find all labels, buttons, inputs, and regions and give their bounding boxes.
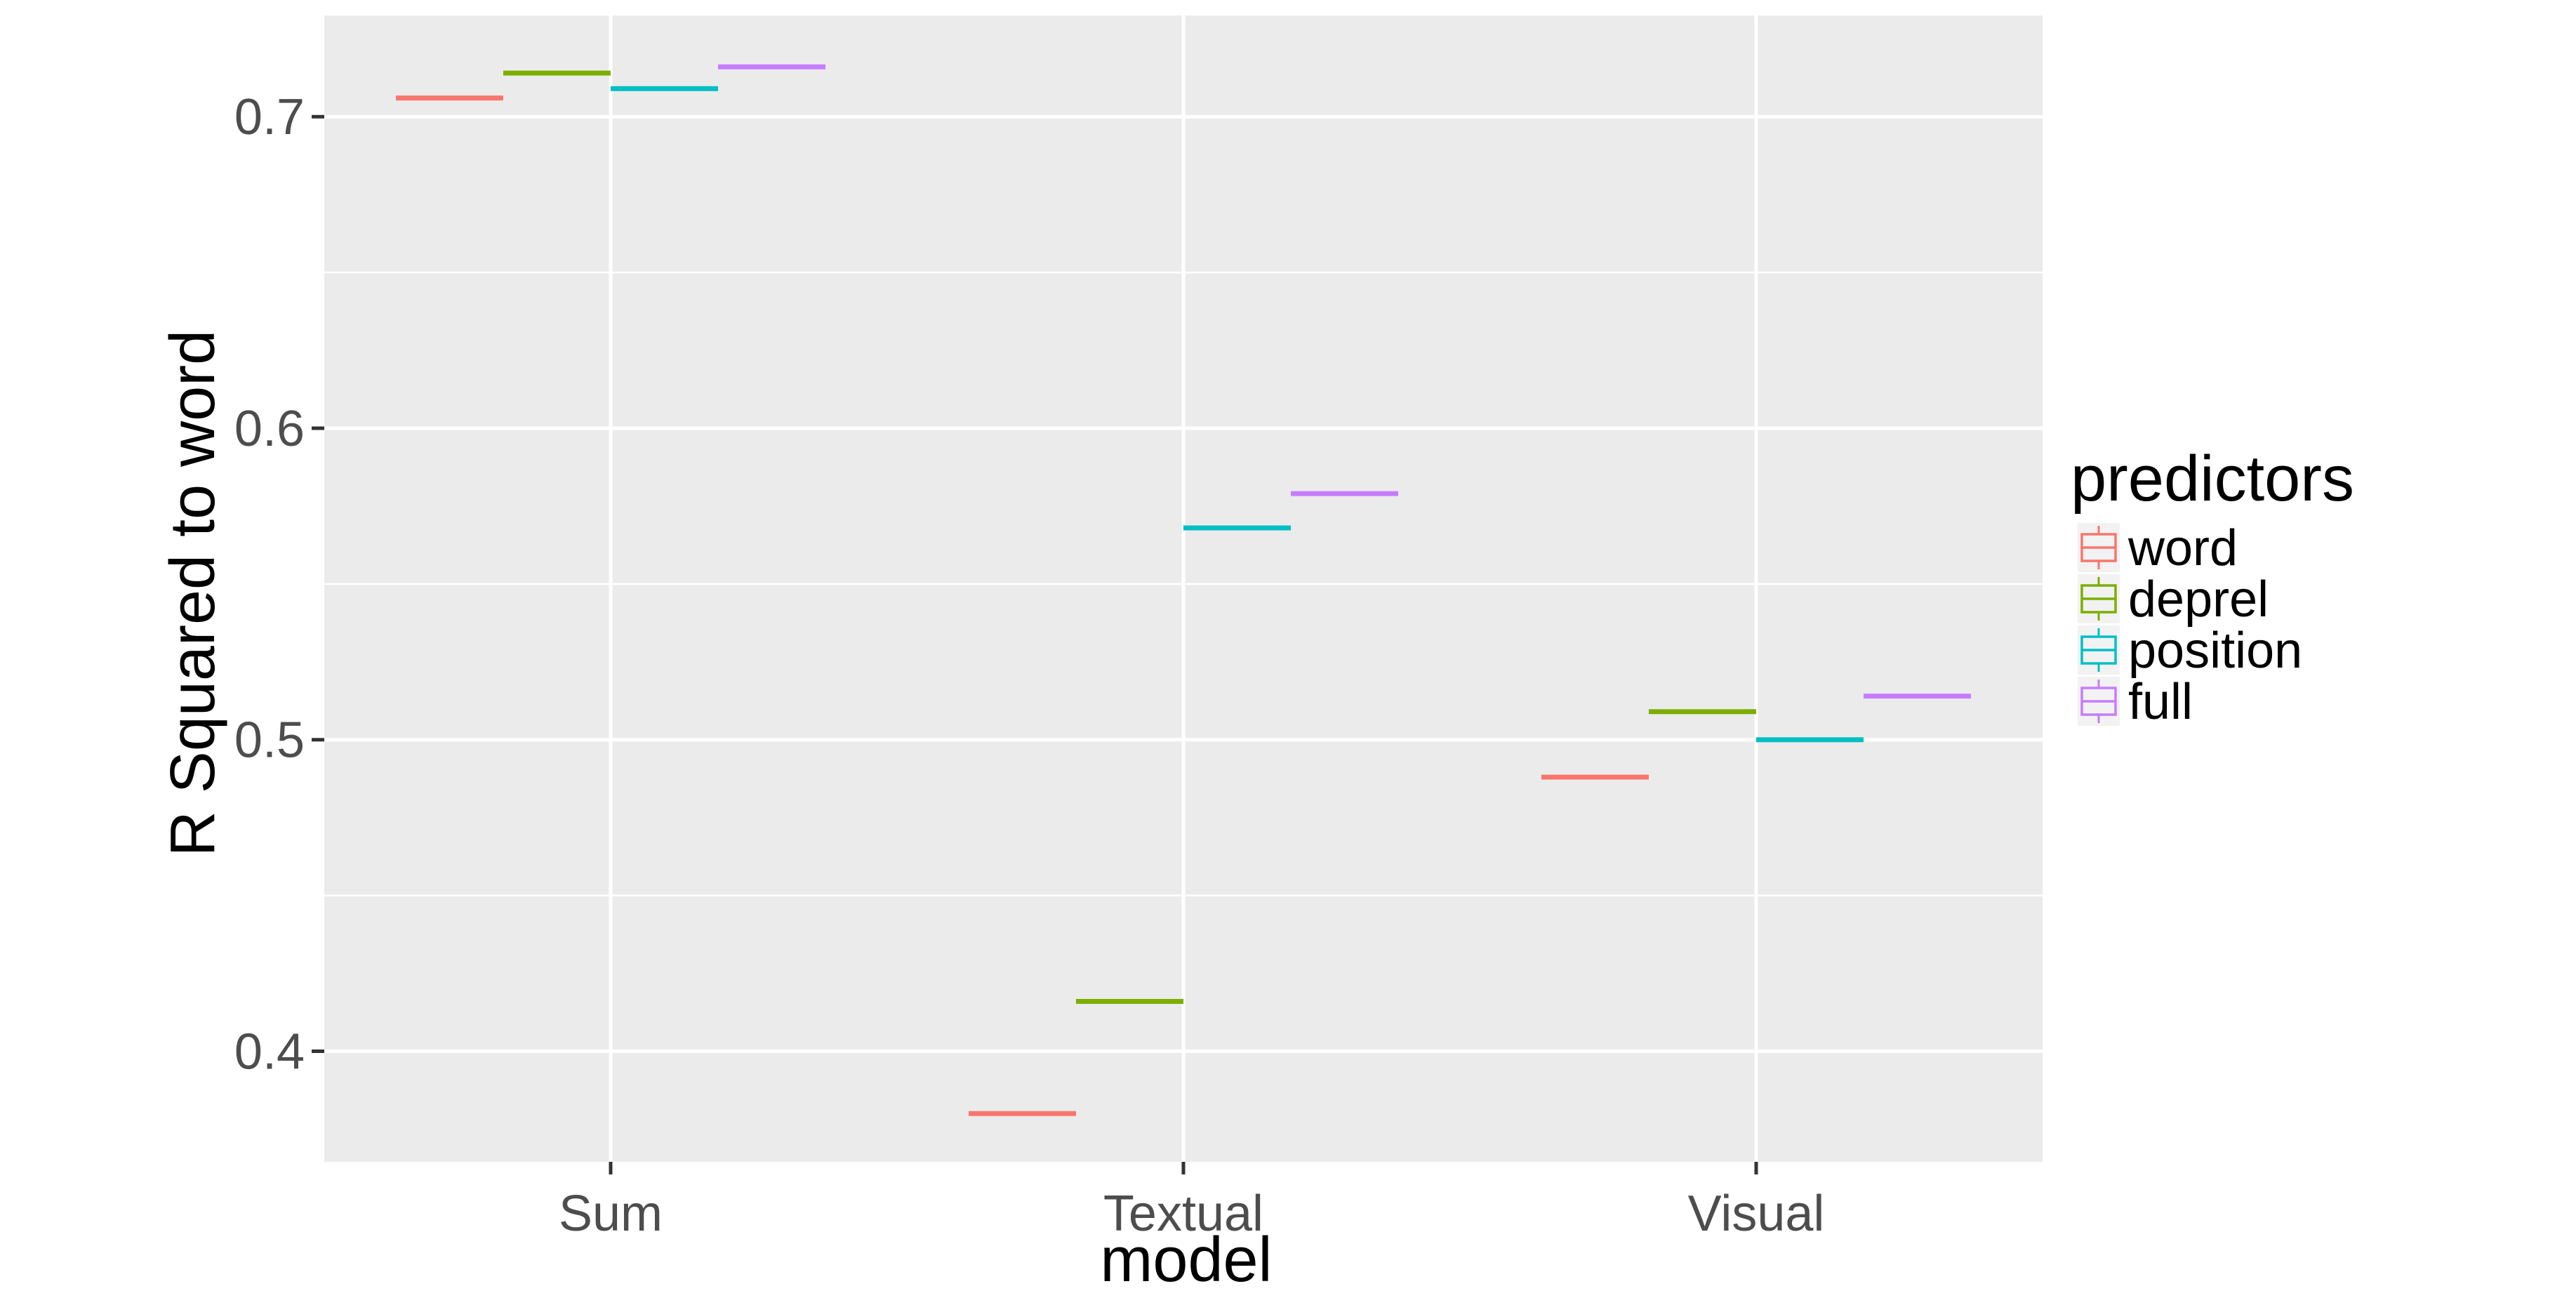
- data-marks: [396, 64, 1971, 1116]
- x-axis: Sum Textual Visual: [559, 1162, 1824, 1242]
- y-axis-title: R Squared to word: [158, 330, 228, 856]
- x-tick-label: Sum: [559, 1186, 663, 1242]
- y-tick-label: 0.7: [234, 89, 305, 145]
- y-tick-label: 0.6: [234, 401, 305, 457]
- legend-label-full: full: [2128, 674, 2193, 730]
- y-tick-label: 0.5: [234, 713, 305, 769]
- legend-label-word: word: [2127, 520, 2238, 576]
- y-axis: 0.4 0.5 0.6 0.7: [234, 89, 324, 1080]
- major-gridlines: [324, 15, 2043, 1162]
- x-axis-title: model: [1100, 1225, 1272, 1295]
- legend-label-position: position: [2128, 623, 2302, 679]
- x-tick-label: Visual: [1688, 1186, 1825, 1242]
- x-tick-label: Textual: [1103, 1186, 1263, 1242]
- legend-title: predictors: [2071, 443, 2354, 515]
- y-tick-label: 0.4: [234, 1024, 305, 1080]
- legend-label-deprel: deprel: [2128, 571, 2269, 628]
